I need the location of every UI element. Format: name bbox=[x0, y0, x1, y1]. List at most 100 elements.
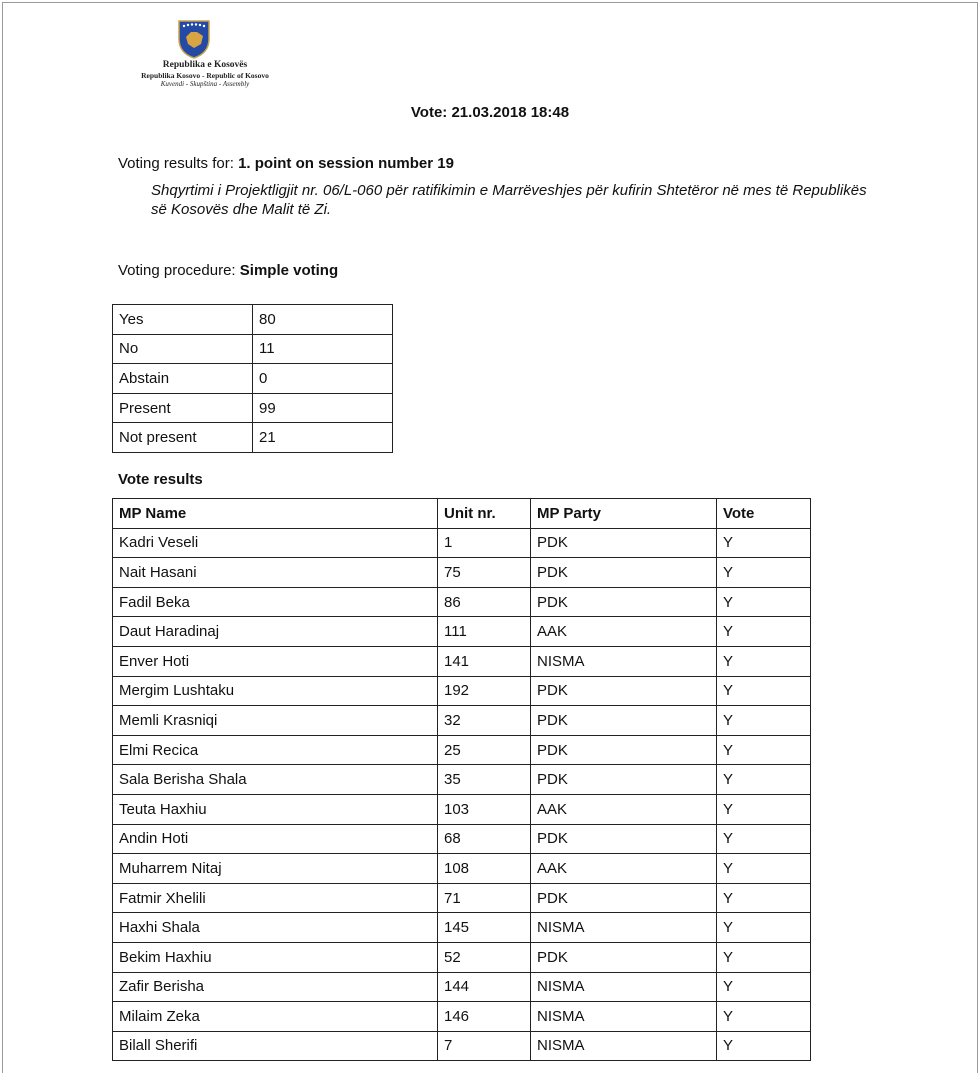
mp-name-cell: Elmi Recica bbox=[112, 734, 438, 766]
mp-party-cell: NISMA bbox=[530, 645, 717, 677]
mp-party-cell: AAK bbox=[530, 793, 717, 825]
kosovo-coat-of-arms-logo bbox=[178, 20, 210, 59]
summary-value: 0 bbox=[252, 363, 393, 394]
summary-label: Not present bbox=[112, 422, 253, 453]
summary-label: Yes bbox=[112, 304, 253, 335]
column-header: Unit nr. bbox=[437, 498, 531, 529]
mp-party-cell: PDK bbox=[530, 734, 717, 766]
vote-cell: Y bbox=[716, 882, 811, 914]
unit-nr-cell: 75 bbox=[437, 557, 531, 588]
summary-value: 99 bbox=[252, 392, 393, 424]
unit-nr-cell: 1 bbox=[437, 527, 531, 559]
mp-party-cell: NISMA bbox=[530, 971, 717, 1003]
table-row: Mergim Lushtaku 192 PDK Y bbox=[112, 675, 811, 707]
mp-name-cell: Milaim Zeka bbox=[112, 1001, 438, 1032]
vote-summary-table: Yes 80 No 11 Abstain 0 Present 99 Not present 21 bbox=[112, 304, 393, 453]
org-name-translations: Republika Kosovo - Republic of Kosovo bbox=[141, 71, 269, 80]
mp-party-cell: AAK bbox=[530, 616, 717, 647]
unit-nr-cell: 52 bbox=[437, 941, 531, 973]
mp-name-cell: Teuta Haxhiu bbox=[112, 793, 438, 825]
mp-party-cell: NISMA bbox=[530, 912, 717, 943]
vote-cell: Y bbox=[716, 557, 811, 588]
mp-name-cell: Kadri Veseli bbox=[112, 527, 438, 559]
mp-name-cell: Bekim Haxhiu bbox=[112, 941, 438, 973]
vote-cell: Y bbox=[716, 675, 811, 707]
unit-nr-cell: 35 bbox=[437, 764, 531, 795]
summary-row: Present 99 bbox=[112, 392, 393, 424]
table-row: Enver Hoti 141 NISMA Y bbox=[112, 645, 811, 677]
unit-nr-cell: 86 bbox=[437, 586, 531, 618]
unit-nr-cell: 145 bbox=[437, 912, 531, 943]
vote-cell: Y bbox=[716, 586, 811, 618]
unit-nr-cell: 111 bbox=[437, 616, 531, 647]
mp-party-cell: PDK bbox=[530, 705, 717, 736]
voting-procedure: Voting procedure: Simple voting bbox=[118, 262, 338, 279]
unit-nr-cell: 71 bbox=[437, 882, 531, 914]
summary-value: 11 bbox=[252, 333, 393, 365]
mp-party-cell: PDK bbox=[530, 882, 717, 914]
summary-label: No bbox=[112, 333, 253, 365]
vote-cell: Y bbox=[716, 527, 811, 559]
table-row: Milaim Zeka 146 NISMA Y bbox=[112, 1001, 811, 1032]
mp-party-cell: PDK bbox=[530, 527, 717, 559]
mp-name-cell: Mergim Lushtaku bbox=[112, 675, 438, 707]
table-row: Fatmir Xhelili 71 PDK Y bbox=[112, 882, 811, 914]
mp-name-cell: Enver Hoti bbox=[112, 645, 438, 677]
mp-name-cell: Daut Haradinaj bbox=[112, 616, 438, 647]
table-row: Zafir Berisha 144 NISMA Y bbox=[112, 971, 811, 1003]
summary-row: Yes 80 bbox=[112, 304, 393, 335]
voting-results-for: Voting results for: 1. point on session … bbox=[118, 155, 454, 172]
table-row: Teuta Haxhiu 103 AAK Y bbox=[112, 793, 811, 825]
table-row: Haxhi Shala 145 NISMA Y bbox=[112, 912, 811, 943]
procedure-value: Simple voting bbox=[239, 262, 339, 279]
mp-name-cell: Nait Hasani bbox=[112, 557, 438, 588]
unit-nr-cell: 7 bbox=[437, 1030, 531, 1062]
vote-cell: Y bbox=[716, 764, 811, 795]
org-name: Republika e Kosovës bbox=[162, 60, 248, 70]
table-row: Fadil Beka 86 PDK Y bbox=[112, 586, 811, 618]
summary-row: Abstain 0 bbox=[112, 363, 393, 394]
table-row: Bilall Sherifi 7 NISMA Y bbox=[112, 1030, 811, 1062]
vote-cell: Y bbox=[716, 912, 811, 943]
column-header: MP Name bbox=[112, 498, 438, 529]
mp-name-cell: Bilall Sherifi bbox=[112, 1030, 438, 1062]
column-header: MP Party bbox=[530, 498, 717, 529]
vote-cell: Y bbox=[716, 645, 811, 677]
mp-name-cell: Fatmir Xhelili bbox=[112, 882, 438, 914]
vote-cell: Y bbox=[716, 793, 811, 825]
unit-nr-cell: 141 bbox=[437, 645, 531, 677]
mp-party-cell: NISMA bbox=[530, 1001, 717, 1032]
summary-row: No 11 bbox=[112, 333, 393, 365]
table-row: Memli Krasniqi 32 PDK Y bbox=[112, 705, 811, 736]
mp-party-cell: PDK bbox=[530, 764, 717, 795]
table-row: Bekim Haxhiu 52 PDK Y bbox=[112, 941, 811, 973]
vote-results-table: MP Name Unit nr. MP Party Vote Kadri Veseli… bbox=[112, 498, 811, 1062]
vote-cell: Y bbox=[716, 941, 811, 973]
summary-label: Abstain bbox=[112, 363, 253, 394]
procedure-label: Voting procedure: bbox=[118, 262, 236, 279]
vote-cell: Y bbox=[716, 1001, 811, 1032]
unit-nr-cell: 68 bbox=[437, 823, 531, 855]
summary-row: Not present 21 bbox=[112, 422, 393, 453]
column-header: Vote bbox=[716, 498, 811, 529]
assembly-name: Kuvendi - Skupština - Assembly bbox=[160, 80, 250, 88]
summary-label: Present bbox=[112, 392, 253, 424]
vote-cell: Y bbox=[716, 971, 811, 1003]
vote-cell: Y bbox=[716, 823, 811, 855]
table-row: Sala Berisha Shala 35 PDK Y bbox=[112, 764, 811, 795]
mp-name-cell: Memli Krasniqi bbox=[112, 705, 438, 736]
agenda-description: Shqyrtimi i Projektligjit nr. 06/L-060 p… bbox=[151, 182, 867, 218]
mp-name-cell: Fadil Beka bbox=[112, 586, 438, 618]
results-for-label: Voting results for: bbox=[118, 155, 234, 172]
mp-party-cell: PDK bbox=[530, 557, 717, 588]
unit-nr-cell: 103 bbox=[437, 793, 531, 825]
table-row: Nait Hasani 75 PDK Y bbox=[112, 557, 811, 588]
unit-nr-cell: 25 bbox=[437, 734, 531, 766]
table-row: Andin Hoti 68 PDK Y bbox=[112, 823, 811, 855]
mp-party-cell: PDK bbox=[530, 823, 717, 855]
unit-nr-cell: 192 bbox=[437, 675, 531, 707]
vote-cell: Y bbox=[716, 616, 811, 647]
vote-results-title: Vote results bbox=[118, 471, 203, 488]
mp-name-cell: Sala Berisha Shala bbox=[112, 764, 438, 795]
mp-name-cell: Zafir Berisha bbox=[112, 971, 438, 1003]
